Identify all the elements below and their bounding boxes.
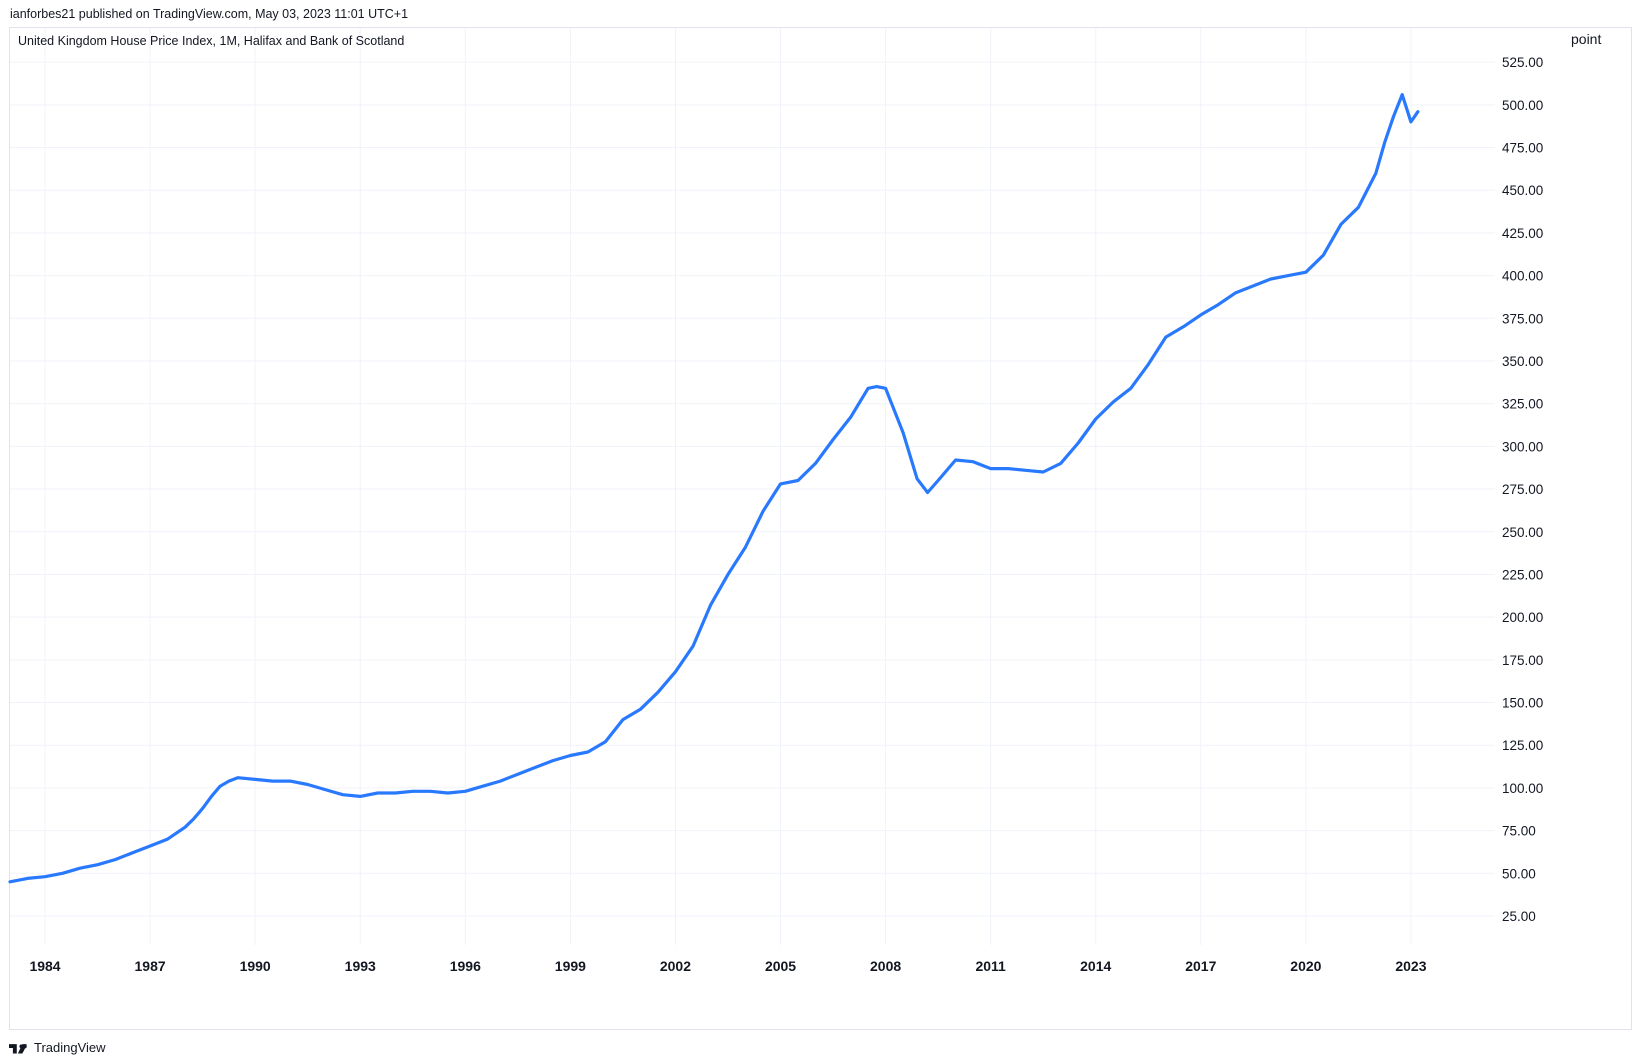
y-tick-label: 400.00 bbox=[1502, 269, 1543, 284]
y-tick-label: 475.00 bbox=[1502, 141, 1543, 156]
x-axis[interactable]: 1984 1987 1990 1993 1996 1999 2002 2005 2008 2011… bbox=[29, 958, 1426, 974]
y-tick-label: 525.00 bbox=[1502, 55, 1543, 70]
publisher-info: ianforbes21 published on TradingView.com… bbox=[10, 7, 409, 21]
y-tick-label: 450.00 bbox=[1502, 183, 1543, 198]
y-tick-label: 300.00 bbox=[1502, 439, 1543, 454]
y-tick-label: 100.00 bbox=[1502, 781, 1543, 796]
x-tick-label: 2017 bbox=[1185, 958, 1216, 974]
y-tick-label: 425.00 bbox=[1502, 226, 1543, 241]
tradingview-logo-icon bbox=[9, 1043, 27, 1054]
x-tick-label: 2014 bbox=[1080, 958, 1111, 974]
x-tick-label: 1984 bbox=[29, 958, 60, 974]
y-tick-label: 500.00 bbox=[1502, 98, 1543, 113]
line-layer bbox=[8, 93, 1420, 884]
y-tick-label: 50.00 bbox=[1502, 866, 1536, 881]
y-tick-label: 325.00 bbox=[1502, 397, 1543, 412]
x-tick-label: 1996 bbox=[450, 958, 481, 974]
grid-layer bbox=[10, 28, 1495, 945]
y-tick-label: 225.00 bbox=[1502, 567, 1543, 582]
y-tick-label: 350.00 bbox=[1502, 354, 1543, 369]
y-axis[interactable]: 25.00 50.00 75.00 100.00 125.00 150.00 175.00 2… bbox=[1502, 55, 1543, 924]
y-tick-label: 150.00 bbox=[1502, 696, 1543, 711]
y-tick-label: 175.00 bbox=[1502, 653, 1543, 668]
series-line[interactable] bbox=[8, 93, 1420, 884]
chart-frame bbox=[9, 27, 1632, 1030]
x-tick-label: 2020 bbox=[1290, 958, 1321, 974]
y-tick-label: 75.00 bbox=[1502, 824, 1536, 839]
x-tick-label: 2005 bbox=[765, 958, 796, 974]
footer-brand[interactable]: TradingView bbox=[9, 1040, 106, 1055]
x-tick-label: 1999 bbox=[555, 958, 586, 974]
y-tick-label: 275.00 bbox=[1502, 482, 1543, 497]
x-tick-label: 2011 bbox=[975, 958, 1006, 974]
y-axis-unit-label[interactable]: point bbox=[1571, 31, 1602, 47]
x-tick-label: 1990 bbox=[240, 958, 271, 974]
y-tick-label: 25.00 bbox=[1502, 909, 1536, 924]
x-tick-label: 2023 bbox=[1395, 958, 1426, 974]
x-tick-label: 1993 bbox=[345, 958, 376, 974]
series-legend[interactable]: United Kingdom House Price Index, 1M, Ha… bbox=[18, 34, 405, 48]
y-tick-label: 125.00 bbox=[1502, 738, 1543, 753]
footer-brand-text: TradingView bbox=[34, 1040, 106, 1055]
x-tick-label: 2002 bbox=[660, 958, 691, 974]
y-tick-label: 200.00 bbox=[1502, 610, 1543, 625]
y-tick-label: 250.00 bbox=[1502, 525, 1543, 540]
y-tick-label: 375.00 bbox=[1502, 311, 1543, 326]
x-tick-label: 1987 bbox=[135, 958, 166, 974]
x-tick-label: 2008 bbox=[870, 958, 901, 974]
